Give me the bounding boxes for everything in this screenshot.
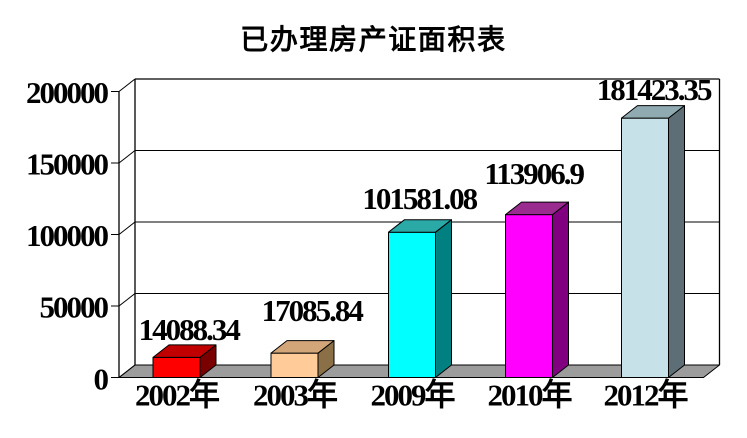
svg-text:113906.9: 113906.9 bbox=[484, 156, 584, 191]
svg-text:150000: 150000 bbox=[26, 147, 109, 182]
svg-text:14088.34: 14088.34 bbox=[139, 312, 241, 347]
svg-text:17085.84: 17085.84 bbox=[262, 293, 364, 328]
svg-text:2003年: 2003年 bbox=[253, 378, 338, 413]
svg-text:100000: 100000 bbox=[26, 218, 109, 253]
svg-text:2010年: 2010年 bbox=[488, 378, 573, 413]
svg-text:2009年: 2009年 bbox=[371, 378, 456, 413]
svg-text:181423.35: 181423.35 bbox=[597, 72, 712, 107]
svg-text:0: 0 bbox=[94, 362, 109, 397]
svg-text:200000: 200000 bbox=[26, 75, 109, 110]
svg-text:50000: 50000 bbox=[40, 290, 109, 325]
svg-text:2002年: 2002年 bbox=[135, 378, 220, 413]
svg-text:2012年: 2012年 bbox=[604, 378, 689, 413]
svg-text:101581.08: 101581.08 bbox=[362, 181, 477, 216]
